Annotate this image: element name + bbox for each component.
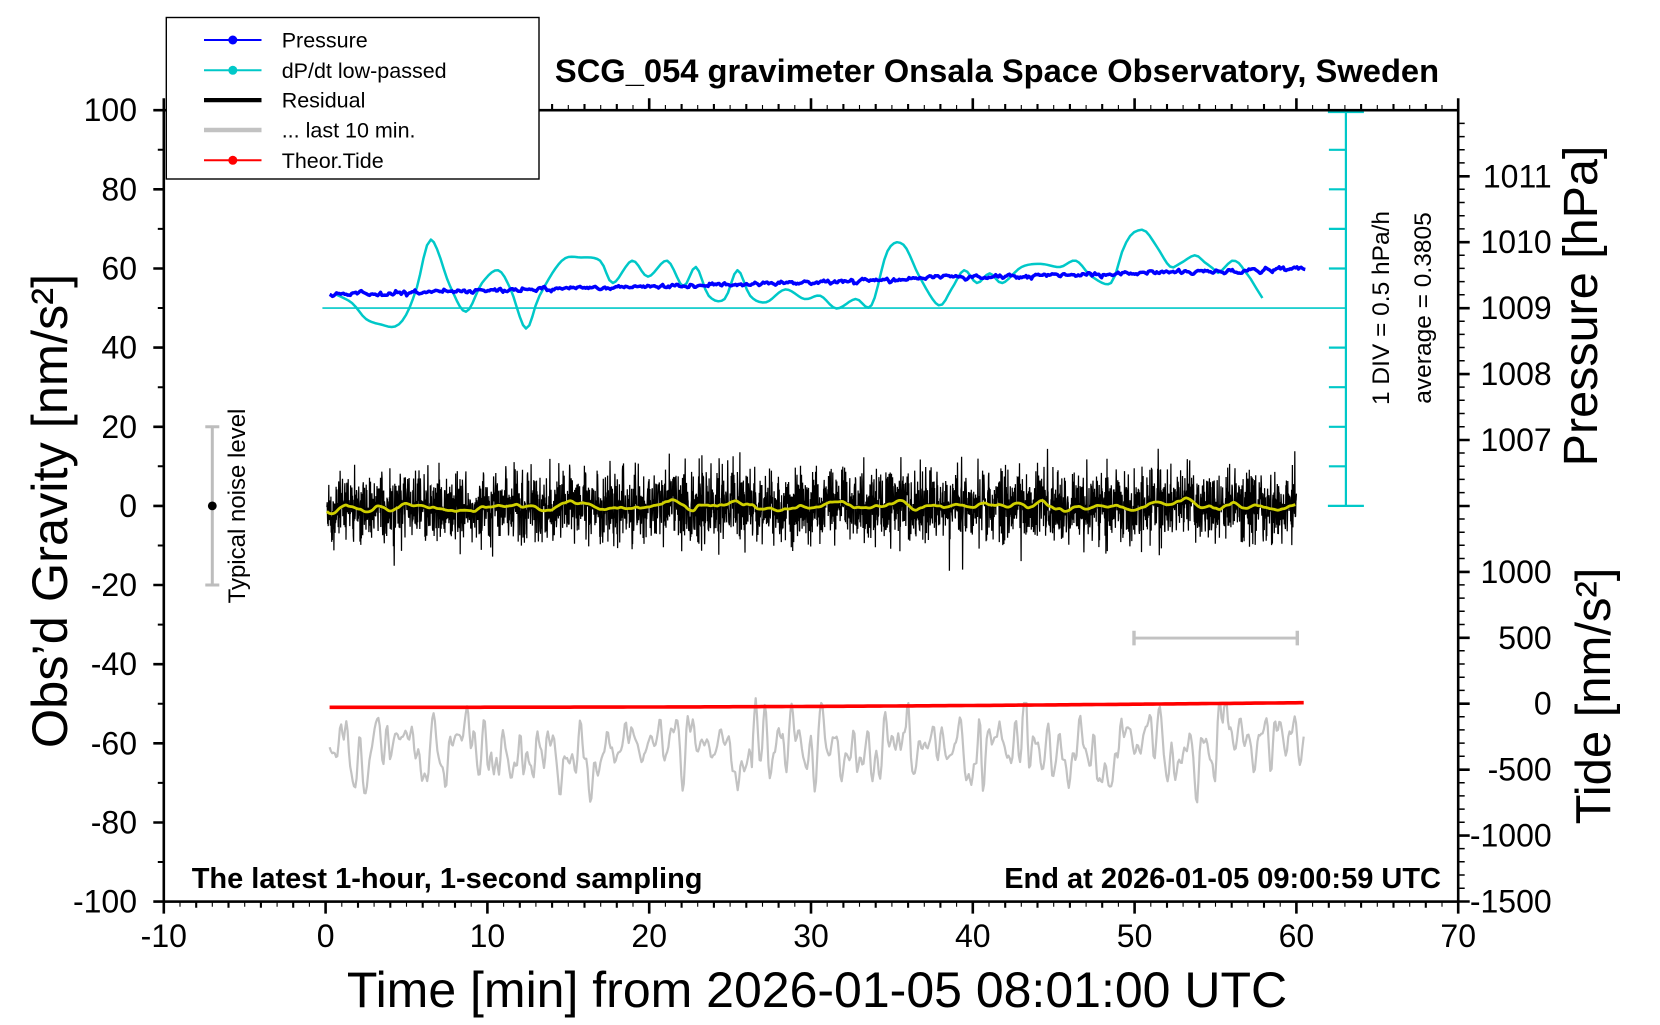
svg-text:70: 70 <box>1440 918 1476 954</box>
svg-text:10: 10 <box>470 918 506 954</box>
svg-text:Time [min] from 2026-01-05 08:: Time [min] from 2026-01-05 08:01:00 UTC <box>347 962 1287 1018</box>
svg-text:20: 20 <box>631 918 667 954</box>
svg-text:End at 2026-01-05 09:00:59 UTC: End at 2026-01-05 09:00:59 UTC <box>1004 863 1441 895</box>
svg-text:50: 50 <box>1117 918 1153 954</box>
svg-text:1009: 1009 <box>1481 290 1552 326</box>
svg-text:Pressure: Pressure <box>282 29 368 53</box>
svg-text:1000: 1000 <box>1481 554 1552 590</box>
svg-text:80: 80 <box>101 171 137 207</box>
svg-text:Theor.Tide: Theor.Tide <box>282 149 384 173</box>
svg-text:100: 100 <box>84 92 137 128</box>
svg-text:1 DIV = 0.5 hPa/h: 1 DIV = 0.5 hPa/h <box>1368 211 1395 405</box>
svg-text:average = 0.3805: average = 0.3805 <box>1410 212 1437 403</box>
svg-text:Typical noise level: Typical noise level <box>224 409 251 604</box>
svg-text:Pressure [hPa]: Pressure [hPa] <box>1554 146 1608 467</box>
svg-text:0: 0 <box>317 918 335 954</box>
svg-text:0: 0 <box>1534 686 1552 722</box>
svg-text:1011: 1011 <box>1483 158 1552 194</box>
svg-text:Tide [nm/s²]: Tide [nm/s²] <box>1567 568 1621 825</box>
svg-text:30: 30 <box>793 918 829 954</box>
svg-text:1007: 1007 <box>1481 422 1552 458</box>
svg-text:The latest 1-hour, 1-second sa: The latest 1-hour, 1-second sampling <box>192 863 703 895</box>
svg-text:-40: -40 <box>91 646 137 682</box>
svg-text:1008: 1008 <box>1481 356 1552 392</box>
svg-text:1010: 1010 <box>1481 224 1552 260</box>
svg-text:-500: -500 <box>1488 752 1552 788</box>
svg-text:-10: -10 <box>141 918 187 954</box>
svg-text:0: 0 <box>119 488 137 524</box>
svg-text:SCG_054 gravimeter Onsala Spac: SCG_054 gravimeter Onsala Space Observat… <box>555 52 1439 89</box>
svg-text:40: 40 <box>955 918 991 954</box>
svg-text:dP/dt low-passed: dP/dt low-passed <box>282 59 447 83</box>
svg-text:-60: -60 <box>91 725 137 761</box>
svg-text:... last 10 min.: ... last 10 min. <box>282 119 416 143</box>
svg-text:Obs’d Gravity [nm/s²]: Obs’d Gravity [nm/s²] <box>21 274 78 748</box>
svg-text:-1500: -1500 <box>1470 884 1552 920</box>
svg-text:Residual: Residual <box>282 89 366 113</box>
svg-text:20: 20 <box>101 409 137 445</box>
svg-text:-1000: -1000 <box>1470 818 1552 854</box>
svg-text:60: 60 <box>1279 918 1315 954</box>
svg-text:-100: -100 <box>73 884 137 920</box>
svg-text:60: 60 <box>101 251 137 287</box>
svg-text:500: 500 <box>1498 620 1551 656</box>
svg-text:-80: -80 <box>91 805 137 841</box>
svg-text:-20: -20 <box>91 567 137 603</box>
svg-text:40: 40 <box>101 330 137 366</box>
